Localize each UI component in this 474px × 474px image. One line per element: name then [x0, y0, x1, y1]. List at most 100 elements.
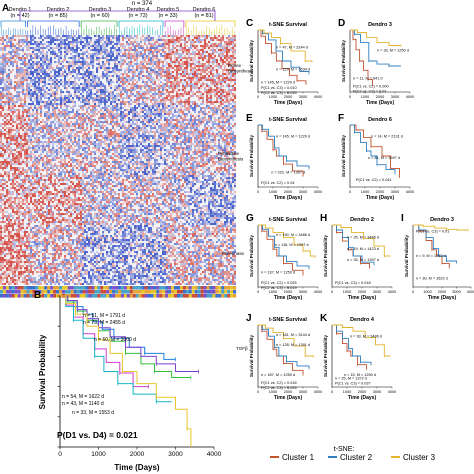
heatmap-cell [112, 99, 115, 102]
heatmap-cell [88, 141, 91, 144]
heatmap-cell [130, 69, 133, 72]
heatmap-cell [130, 79, 133, 82]
heatmap-cell [72, 111, 75, 114]
heatmap-cell [116, 57, 119, 60]
heatmap-cell [158, 61, 161, 64]
heatmap-cell [128, 37, 131, 40]
heatmap-cell [88, 147, 91, 150]
heatmap-cell [154, 131, 157, 134]
heatmap-cell [20, 105, 23, 108]
heatmap-cell [132, 117, 135, 120]
heatmap-cell [178, 121, 181, 124]
heatmap-cell [174, 129, 177, 132]
heatmap-cell [214, 37, 217, 40]
heatmap-cell [36, 63, 39, 66]
heatmap-cell [78, 117, 81, 120]
heatmap-cell [50, 125, 53, 128]
heatmap-cell [42, 121, 45, 124]
heatmap-cell [134, 141, 137, 144]
heatmap-cell [182, 39, 185, 42]
heatmap-cell [220, 45, 223, 48]
heatmap-cell [158, 75, 161, 78]
heatmap-cell [166, 81, 169, 84]
heatmap-cell [98, 53, 101, 56]
heatmap-cell [140, 109, 143, 112]
heatmap-cell [32, 103, 35, 106]
heatmap-cell [106, 75, 109, 78]
heatmap-cell [74, 85, 77, 88]
heatmap-cell [112, 105, 115, 108]
heatmap-cell [102, 111, 105, 114]
heatmap-cell [220, 75, 223, 78]
heatmap-cell [38, 147, 41, 150]
heatmap-cell [16, 35, 19, 38]
heatmap-cell [94, 147, 97, 150]
heatmap-cell [150, 89, 153, 92]
heatmap-cell [6, 141, 9, 144]
heatmap-cell [78, 57, 81, 60]
heatmap-cell [140, 87, 143, 90]
heatmap-cell [148, 123, 151, 126]
heatmap-cell [204, 127, 207, 130]
heatmap-cell [210, 107, 213, 110]
heatmap-cell [218, 55, 221, 58]
heatmap-cell [112, 47, 115, 50]
heatmap-cell [184, 131, 187, 134]
heatmap-cell [162, 83, 165, 86]
heatmap-cell [124, 53, 127, 56]
heatmap-cell [76, 87, 79, 90]
heatmap-cell [6, 85, 9, 88]
heatmap-cell [136, 127, 139, 130]
heatmap-cell [24, 59, 27, 62]
heatmap-cell [66, 47, 69, 50]
heatmap-cell [172, 37, 175, 40]
heatmap-cell [198, 35, 201, 38]
heatmap-cell [226, 109, 229, 112]
heatmap-cell [142, 101, 145, 104]
heatmap-cell [158, 91, 161, 94]
heatmap-cell [74, 139, 77, 142]
heatmap-cell [212, 67, 215, 70]
heatmap-cell [66, 99, 69, 102]
heatmap-cell [18, 83, 21, 86]
heatmap-cell [186, 101, 189, 104]
heatmap-cell [204, 51, 207, 54]
heatmap-cell [156, 55, 159, 58]
heatmap-cell [124, 37, 127, 40]
heatmap-cell [154, 69, 157, 72]
heatmap-cell [50, 41, 53, 44]
heatmap-cell [104, 117, 107, 120]
heatmap-cell [194, 65, 197, 68]
heatmap-cell [64, 85, 67, 88]
heatmap-cell [110, 75, 113, 78]
heatmap-cell [162, 75, 165, 78]
heatmap-cell [222, 59, 225, 62]
heatmap-cell [108, 145, 111, 148]
heatmap-cell [128, 63, 131, 66]
heatmap-cell [58, 69, 61, 72]
heatmap-cell [64, 97, 67, 100]
heatmap-cell [106, 69, 109, 72]
heatmap-cell [96, 139, 99, 142]
heatmap-cell [102, 43, 105, 46]
heatmap-cell [46, 37, 49, 40]
heatmap-cell [40, 51, 43, 54]
heatmap-cell [82, 61, 85, 64]
heatmap-cell [122, 145, 125, 148]
heatmap-cell [200, 137, 203, 140]
heatmap-cell [170, 77, 173, 80]
heatmap-cell [78, 131, 81, 134]
heatmap-cell [204, 137, 207, 140]
heatmap-cell [138, 67, 141, 70]
heatmap-cell [56, 91, 59, 94]
heatmap-cell [226, 37, 229, 40]
heatmap-cell [160, 37, 163, 40]
heatmap-cell [58, 57, 61, 60]
heatmap-cell [74, 115, 77, 118]
heatmap-cell [190, 81, 193, 84]
heatmap-cell [78, 79, 81, 82]
heatmap-cell [100, 91, 103, 94]
heatmap-cell [62, 131, 65, 134]
heatmap-cell [232, 67, 235, 70]
heatmap-cell [138, 63, 141, 66]
